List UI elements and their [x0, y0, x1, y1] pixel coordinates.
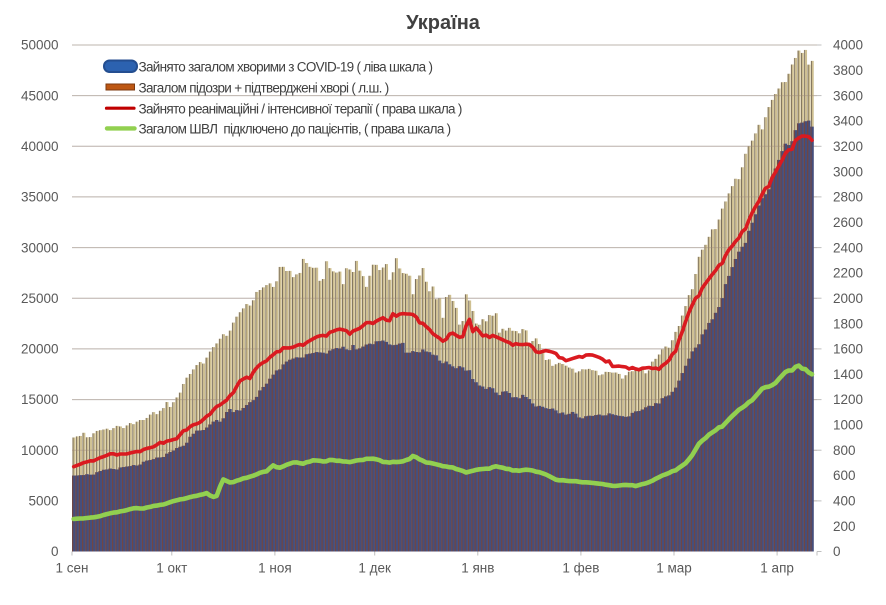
svg-text:35000: 35000 [21, 190, 59, 205]
svg-text:3200: 3200 [833, 139, 863, 154]
svg-text:0: 0 [51, 544, 59, 559]
svg-text:Загалом ШВЛ підключено до пац: Загалом ШВЛ підключено до пацієнтів, ( п… [139, 122, 451, 137]
svg-text:45000: 45000 [21, 88, 59, 103]
svg-text:3400: 3400 [833, 114, 863, 129]
svg-text:3000: 3000 [833, 164, 863, 179]
svg-text:40000: 40000 [21, 139, 59, 154]
svg-text:2600: 2600 [833, 215, 863, 230]
svg-text:1200: 1200 [833, 392, 863, 407]
svg-text:3800: 3800 [833, 63, 863, 78]
svg-text:4000: 4000 [833, 38, 863, 53]
svg-text:Зайнято реанімаційні / інтенси: Зайнято реанімаційні / інтенсивної терап… [139, 101, 462, 116]
svg-text:200: 200 [833, 519, 856, 534]
svg-text:10000: 10000 [21, 443, 59, 458]
svg-text:1 мар: 1 мар [656, 561, 692, 576]
svg-text:1 дек: 1 дек [358, 561, 391, 576]
svg-text:1 янв: 1 янв [461, 561, 494, 576]
svg-text:2000: 2000 [833, 291, 863, 306]
svg-text:15000: 15000 [21, 392, 59, 407]
svg-text:1 сен: 1 сен [56, 561, 89, 576]
svg-text:20000: 20000 [21, 342, 59, 357]
svg-text:800: 800 [833, 443, 856, 458]
svg-text:600: 600 [833, 468, 856, 483]
svg-text:50000: 50000 [21, 38, 59, 53]
svg-text:1600: 1600 [833, 342, 863, 357]
svg-text:2400: 2400 [833, 240, 863, 255]
svg-text:400: 400 [833, 494, 856, 509]
svg-text:1 апр: 1 апр [760, 561, 794, 576]
svg-text:1 окт: 1 окт [156, 561, 187, 576]
svg-text:Зайнято загалом хворими з COVI: Зайнято загалом хворими з COVID-19 ( лів… [139, 59, 433, 74]
svg-text:1 фев: 1 фев [562, 561, 599, 576]
svg-text:Загалом підозри + підтверджені: Загалом підозри + підтверджені хворі ( л… [139, 80, 389, 95]
svg-text:1000: 1000 [833, 418, 863, 433]
svg-text:3600: 3600 [833, 88, 863, 103]
svg-text:2200: 2200 [833, 266, 863, 281]
svg-text:Україна: Україна [406, 12, 481, 34]
svg-text:25000: 25000 [21, 291, 59, 306]
svg-text:1 ноя: 1 ноя [258, 561, 292, 576]
svg-text:1800: 1800 [833, 316, 863, 331]
svg-text:30000: 30000 [21, 240, 59, 255]
svg-text:1400: 1400 [833, 367, 863, 382]
svg-text:2800: 2800 [833, 190, 863, 205]
svg-text:5000: 5000 [28, 494, 58, 509]
svg-text:0: 0 [833, 544, 841, 559]
